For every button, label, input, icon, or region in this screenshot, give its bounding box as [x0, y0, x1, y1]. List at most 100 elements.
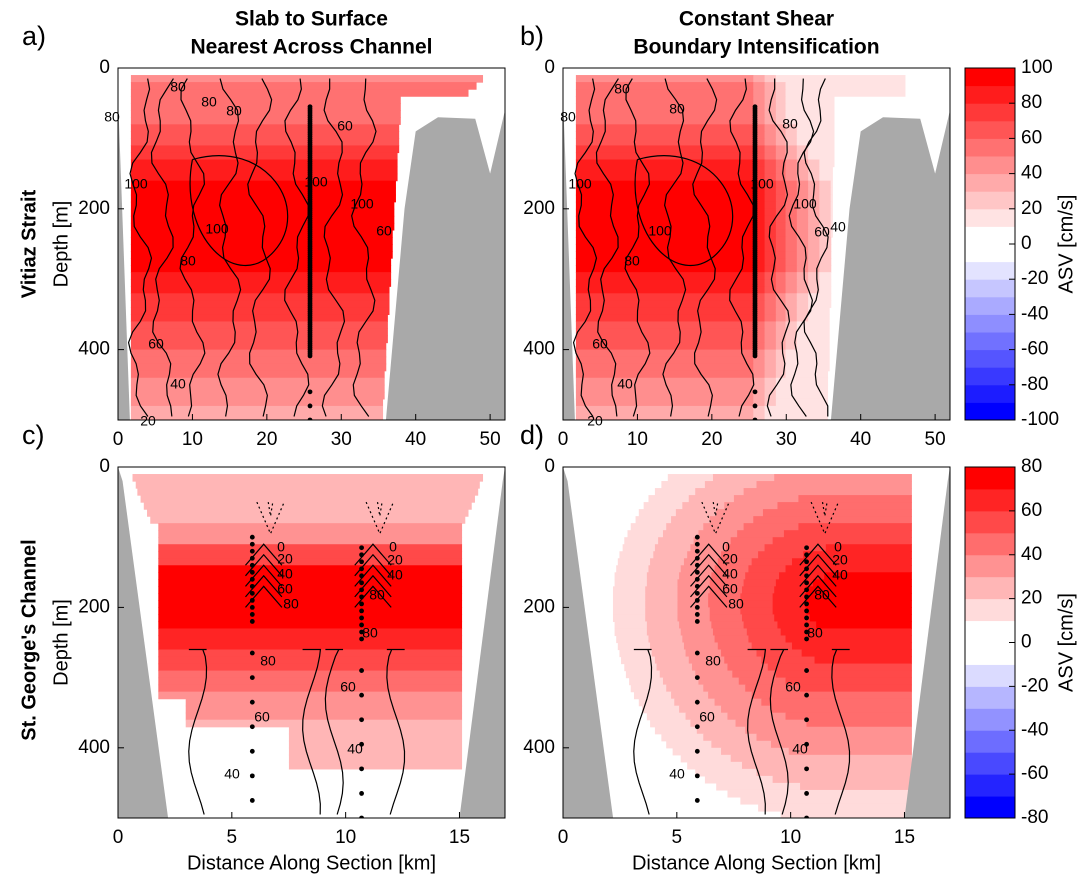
station-dot: [804, 594, 809, 600]
contour-fill: [619, 551, 654, 559]
contour-fill: [756, 768, 912, 777]
contour-line: [354, 543, 392, 566]
contour-line: [633, 648, 653, 815]
y-tick-label: 400: [78, 737, 110, 758]
station-dot: [804, 587, 809, 593]
contour-fill: [796, 321, 830, 330]
contour-label: 20: [832, 552, 848, 568]
contour-fill: [614, 621, 648, 630]
contour-fill: [753, 96, 766, 104]
station-dot: [249, 619, 255, 624]
station-dot: [804, 692, 809, 698]
contour-fill: [819, 166, 833, 175]
contour-fill: [130, 349, 387, 358]
x-tick-label: 5: [672, 827, 683, 848]
contour-fill: [680, 628, 714, 637]
contour-fill: [753, 286, 766, 294]
contour-fill: [804, 600, 912, 608]
contour-fill: [753, 236, 766, 245]
contour-fill: [575, 279, 754, 287]
contour-fill: [808, 194, 820, 203]
contour-fill: [575, 159, 754, 168]
contour-fill: [764, 412, 829, 420]
contour-line: [662, 78, 687, 417]
contour-fill: [575, 89, 754, 97]
contour-label: 20: [140, 413, 156, 429]
contour-fill: [764, 89, 777, 97]
contour-fill: [646, 579, 679, 587]
contour-fill: [745, 572, 780, 580]
contour-label: 60: [254, 709, 270, 725]
station-dot: [307, 403, 313, 409]
colorbar-segment: [965, 467, 1015, 490]
contour-fill: [130, 187, 396, 196]
colorbar-segment: [965, 332, 1015, 351]
contour-fill: [612, 586, 646, 594]
colorbar-tick-label: 80: [1021, 456, 1042, 477]
contour-fill: [666, 684, 704, 693]
contour-fill: [777, 502, 912, 510]
contour-line: [354, 585, 392, 608]
contour-line: [624, 78, 651, 417]
contour-fill: [779, 572, 825, 580]
contour-fill: [158, 523, 463, 531]
contour-label: 100: [750, 176, 774, 192]
station-dot: [804, 766, 809, 772]
contour-fill: [819, 159, 835, 168]
contour-fill: [785, 244, 798, 252]
contour-label: 80: [705, 653, 721, 669]
contour-fill: [130, 321, 388, 330]
contour-fill: [767, 663, 912, 672]
station-dot: [804, 559, 809, 565]
bathymetry: [118, 96, 130, 420]
contour-fill: [808, 272, 820, 280]
contour-fill: [785, 131, 798, 139]
contour-fill: [717, 642, 753, 651]
contour-fill: [796, 272, 809, 280]
contour-fill: [130, 307, 390, 315]
contour-fill: [812, 579, 912, 587]
contour-fill: [753, 166, 766, 175]
contour-fill: [130, 159, 398, 168]
contour-line: [692, 78, 718, 417]
contour-line: [803, 78, 829, 417]
contour-fill: [708, 691, 753, 700]
contour-fill: [830, 194, 833, 203]
contour-fill: [806, 719, 912, 728]
contour-fill: [753, 265, 766, 273]
contour-fill: [703, 684, 746, 693]
station-dot: [249, 541, 255, 547]
contour-fill: [753, 82, 766, 90]
contour-fill: [661, 481, 706, 489]
contour-line: [799, 564, 837, 587]
contour-line: [217, 78, 242, 417]
contour-label: 80: [180, 253, 196, 269]
contour-fill: [629, 677, 664, 686]
contour-fill: [575, 265, 754, 273]
contour-fill: [775, 328, 787, 337]
contour-label: 80: [201, 94, 217, 110]
contour-fill: [158, 635, 463, 644]
contour-line: [247, 78, 273, 417]
contour-fill: [687, 551, 722, 559]
contour-fill: [800, 684, 912, 693]
contour-fill: [753, 187, 766, 196]
station-dot: [804, 573, 809, 579]
x-tick-label: 50: [925, 429, 946, 450]
station-dot: [359, 552, 364, 558]
station-dot: [694, 798, 700, 803]
contour-fill: [819, 279, 832, 287]
contour-fill: [764, 173, 777, 182]
contour-fill: [140, 495, 475, 503]
contour-line: [127, 78, 153, 417]
contour-fill: [753, 307, 766, 315]
contour-fill: [619, 649, 653, 658]
contour-fill: [785, 236, 798, 245]
contour-fill: [616, 565, 650, 573]
contour-line: [386, 648, 406, 815]
contour-fill: [762, 509, 912, 517]
contour-fill: [764, 384, 777, 393]
station-dot: [752, 403, 758, 409]
contour-fill: [575, 293, 754, 301]
contour-fill: [741, 586, 775, 594]
